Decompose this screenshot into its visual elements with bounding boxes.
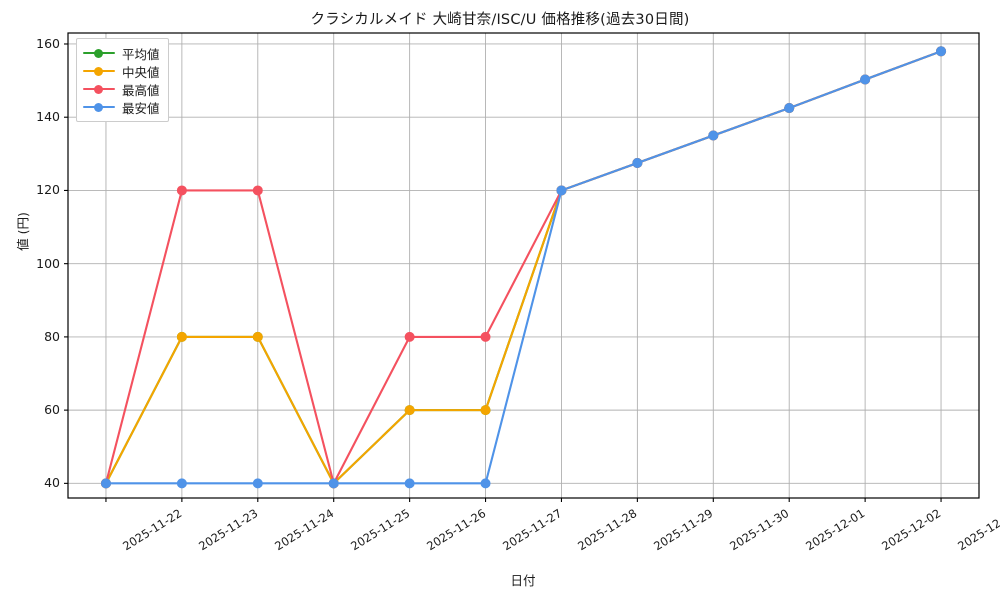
series-line: [104, 50, 943, 485]
legend-label: 中央値: [122, 64, 160, 80]
chart-legend: 平均値中央値最高値最安値: [76, 38, 169, 122]
legend-label: 平均値: [122, 46, 160, 62]
data-point: [936, 46, 947, 57]
data-point: [252, 331, 263, 342]
legend-item[interactable]: 平均値: [83, 44, 160, 62]
series-平均値: [100, 46, 947, 489]
y-tick-label: 60: [44, 402, 60, 418]
legend-marker-icon: [83, 47, 115, 59]
series-line: [104, 50, 943, 485]
data-point: [176, 478, 187, 489]
data-point: [480, 331, 491, 342]
series-最高値: [100, 46, 947, 489]
legend-marker-icon: [83, 65, 115, 77]
data-point: [176, 185, 187, 196]
data-point: [404, 405, 415, 416]
series-中央値: [100, 46, 947, 489]
data-point: [176, 331, 187, 342]
data-point: [632, 157, 643, 168]
data-point: [708, 130, 719, 141]
y-tick-label: 120: [36, 182, 60, 198]
data-point: [252, 185, 263, 196]
legend-item[interactable]: 最高値: [83, 80, 160, 98]
legend-marker-icon: [83, 83, 115, 95]
data-point: [404, 478, 415, 489]
y-tick-label: 100: [36, 255, 60, 271]
data-point: [252, 478, 263, 489]
data-point: [480, 478, 491, 489]
y-tick-label: 140: [36, 109, 60, 125]
series-line: [104, 50, 943, 485]
data-point: [404, 331, 415, 342]
data-point: [328, 478, 339, 489]
plot-frame: [67, 32, 980, 499]
chart-title: クラシカルメイド 大崎甘奈/ISC/U 価格推移(過去30日間): [310, 12, 690, 28]
series-line: [104, 50, 943, 485]
y-tick-label: 40: [44, 475, 60, 491]
y-tick-label: 160: [36, 35, 60, 51]
axis-ticks: [64, 43, 942, 502]
legend-item[interactable]: 最安値: [83, 98, 160, 116]
x-axis-label: 日付: [510, 573, 536, 588]
y-tick-label: 80: [44, 328, 60, 344]
data-point: [100, 478, 111, 489]
data-point: [860, 74, 871, 85]
data-point: [556, 185, 567, 196]
data-point: [480, 405, 491, 416]
series-最安値: [100, 46, 947, 489]
data-point: [784, 103, 795, 114]
legend-item[interactable]: 中央値: [83, 62, 160, 80]
legend-label: 最安値: [122, 100, 160, 116]
legend-label: 最高値: [122, 82, 160, 98]
legend-marker-icon: [83, 101, 115, 113]
data-series: [100, 46, 947, 489]
